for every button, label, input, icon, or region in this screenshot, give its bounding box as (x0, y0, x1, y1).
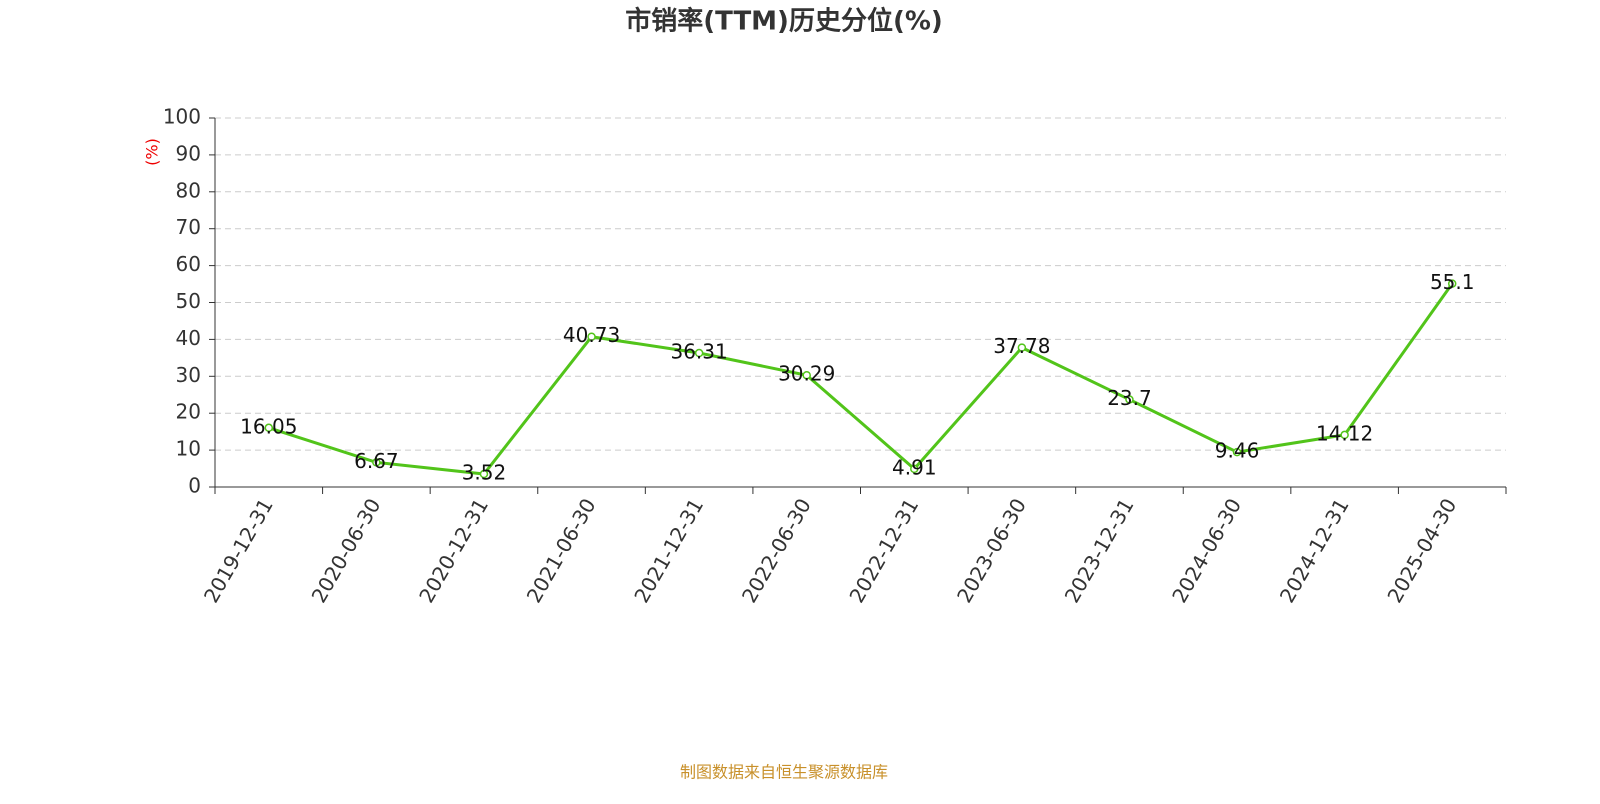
data-label: 37.78 (993, 334, 1050, 358)
data-point (1340, 430, 1349, 440)
data-label: 14.12 (1316, 421, 1373, 445)
data-point (1447, 279, 1457, 288)
y-tick-label: 100 (163, 105, 201, 129)
data-label: 23.7 (1107, 386, 1152, 410)
data-point (1232, 447, 1242, 457)
source-note: 制图数据来自恒生聚源数据库 (680, 763, 888, 782)
y-tick-label: 80 (176, 178, 201, 202)
y-tick-label: 10 (176, 437, 201, 461)
y-axis-label: (%) (143, 138, 162, 166)
y-tick-label: 40 (176, 326, 201, 350)
y-tick-label: 50 (176, 289, 201, 313)
x-tick-label: 2025-04-30 (1382, 494, 1461, 607)
y-tick-label: 60 (176, 252, 201, 276)
data-label: 36.31 (670, 340, 727, 364)
data-label: 55.1 (1430, 270, 1475, 294)
y-tick-label: 90 (176, 141, 201, 165)
x-tick-label: 2024-06-30 (1167, 494, 1246, 607)
data-label: 4.91 (892, 455, 937, 479)
x-tick-label: 2023-06-30 (952, 494, 1031, 607)
data-label: 6.67 (354, 449, 399, 473)
data-point (372, 458, 381, 467)
data-point (1017, 343, 1027, 352)
data-point (1125, 395, 1134, 404)
x-tick-label: 2020-12-31 (414, 494, 493, 607)
y-tick-label: 70 (176, 215, 201, 239)
x-tick-label: 2024-12-31 (1275, 494, 1354, 607)
data-label: 3.52 (462, 461, 507, 485)
data-label: 9.46 (1215, 439, 1260, 463)
data-point (587, 332, 596, 341)
x-tick-label: 2022-06-30 (737, 494, 816, 607)
y-tick-label: 20 (176, 400, 201, 424)
data-label: 40.73 (563, 323, 620, 347)
data-point (479, 469, 489, 479)
chart-title: 市销率(TTM)历史分位(%) (625, 6, 943, 37)
series-line (268, 282, 1454, 476)
data-label: 30.29 (778, 362, 835, 386)
data-point (694, 348, 704, 358)
x-tick-label: 2020-06-30 (307, 494, 386, 607)
x-tick-label: 2022-12-31 (844, 494, 923, 607)
y-tick-label: 30 (176, 363, 201, 387)
x-tick-label: 2023-12-31 (1060, 494, 1139, 607)
y-tick-label: 0 (188, 474, 201, 498)
x-tick-label: 2021-06-30 (522, 494, 601, 607)
data-label: 16.05 (240, 414, 297, 438)
x-tick-label: 2019-12-31 (199, 494, 278, 607)
data-point (264, 423, 274, 433)
data-point (802, 370, 811, 380)
data-point (910, 464, 919, 474)
x-tick-label: 2021-12-31 (629, 494, 708, 607)
